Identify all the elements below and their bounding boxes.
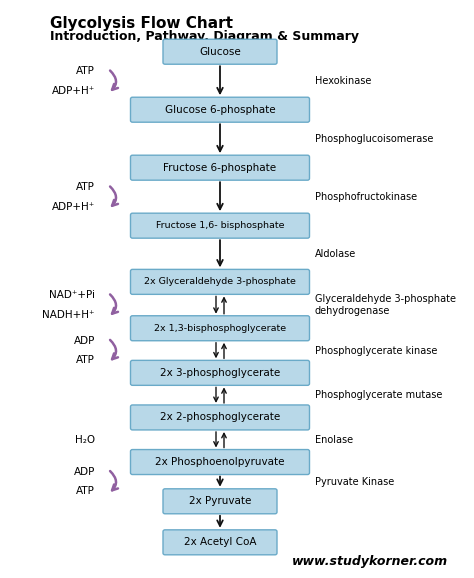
Text: ATP: ATP: [76, 355, 95, 365]
Text: Pyruvate Kinase: Pyruvate Kinase: [315, 477, 394, 487]
FancyBboxPatch shape: [130, 213, 310, 238]
Text: ADP: ADP: [73, 467, 95, 477]
Text: Fructose 6-phosphate: Fructose 6-phosphate: [164, 162, 276, 173]
Text: ATP: ATP: [76, 182, 95, 192]
Text: Fructose 1,6- bisphosphate: Fructose 1,6- bisphosphate: [156, 221, 284, 230]
FancyBboxPatch shape: [163, 530, 277, 555]
FancyBboxPatch shape: [163, 39, 277, 64]
Text: 2x Acetyl CoA: 2x Acetyl CoA: [184, 538, 256, 547]
Text: Aldolase: Aldolase: [315, 249, 356, 259]
Text: ATP: ATP: [76, 487, 95, 497]
Text: NADH+H⁺: NADH+H⁺: [43, 310, 95, 320]
Text: Glucose 6-phosphate: Glucose 6-phosphate: [164, 105, 275, 114]
Text: Phosphofructokinase: Phosphofructokinase: [315, 192, 417, 202]
Text: ADP+H⁺: ADP+H⁺: [52, 202, 95, 212]
Text: Introduction, Pathway, Diagram & Summary: Introduction, Pathway, Diagram & Summary: [50, 30, 359, 43]
Text: 2x Pyruvate: 2x Pyruvate: [189, 497, 251, 506]
Text: ATP: ATP: [76, 66, 95, 76]
Text: 2x 2-phosphoglycerate: 2x 2-phosphoglycerate: [160, 413, 280, 423]
Text: ADP+H⁺: ADP+H⁺: [52, 86, 95, 96]
Text: Glyceraldehyde 3-phosphate
dehydrogenase: Glyceraldehyde 3-phosphate dehydrogenase: [315, 294, 456, 316]
Text: Glycolysis Flow Chart: Glycolysis Flow Chart: [50, 16, 233, 31]
Text: 2x Phosphoenolpyruvate: 2x Phosphoenolpyruvate: [155, 457, 285, 467]
FancyBboxPatch shape: [130, 450, 310, 475]
FancyBboxPatch shape: [130, 360, 310, 386]
Text: H₂O: H₂O: [75, 435, 95, 444]
FancyBboxPatch shape: [130, 405, 310, 430]
FancyBboxPatch shape: [130, 155, 310, 180]
Text: Glucose: Glucose: [199, 47, 241, 57]
Text: ADP: ADP: [73, 336, 95, 346]
FancyBboxPatch shape: [163, 489, 277, 514]
Text: Hexokinase: Hexokinase: [315, 76, 371, 86]
Text: Phosphoglycerate kinase: Phosphoglycerate kinase: [315, 346, 438, 355]
Text: Phosphoglucoisomerase: Phosphoglucoisomerase: [315, 134, 433, 144]
Text: NAD⁺+Pi: NAD⁺+Pi: [49, 290, 95, 300]
Text: www.studykorner.com: www.studykorner.com: [292, 555, 448, 568]
FancyBboxPatch shape: [130, 97, 310, 122]
FancyBboxPatch shape: [130, 269, 310, 294]
Text: Phosphoglycerate mutase: Phosphoglycerate mutase: [315, 390, 442, 400]
Text: 2x Glyceraldehyde 3-phosphate: 2x Glyceraldehyde 3-phosphate: [144, 277, 296, 286]
Text: 2x 1,3-bisphosphoglycerate: 2x 1,3-bisphosphoglycerate: [154, 324, 286, 333]
Text: 2x 3-phosphoglycerate: 2x 3-phosphoglycerate: [160, 368, 280, 378]
FancyBboxPatch shape: [130, 316, 310, 341]
Text: Enolase: Enolase: [315, 435, 353, 444]
